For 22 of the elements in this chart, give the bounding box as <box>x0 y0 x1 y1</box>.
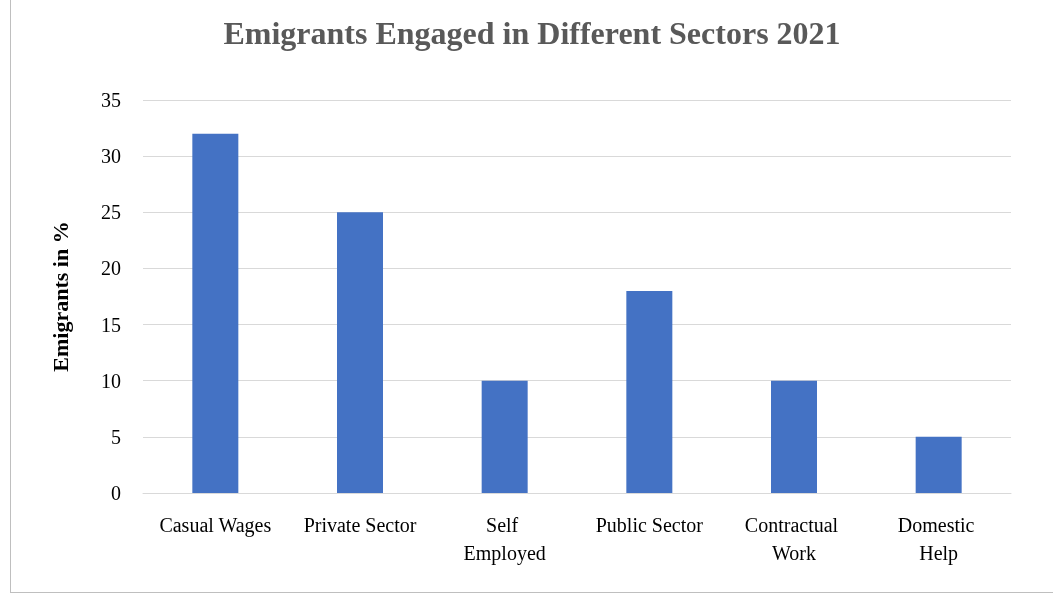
x-tick-label: Casual Wages <box>159 514 272 537</box>
y-tick-label: 20 <box>101 257 121 280</box>
y-axis-title: Emigrants in % <box>47 221 73 372</box>
y-tick-label: 25 <box>101 201 121 224</box>
bar <box>337 212 383 493</box>
y-tick-label: 10 <box>101 369 121 392</box>
bar <box>626 290 673 493</box>
y-tick-label: 30 <box>101 145 121 168</box>
bar <box>192 133 239 493</box>
x-tick-label: Self Employed <box>463 514 546 565</box>
y-tick-label: 5 <box>111 425 121 448</box>
x-tick-label: Private Sector <box>303 514 417 536</box>
chart-title: Emigrants Engaged in Different Sectors 2021 <box>223 15 841 51</box>
x-tick-label: Public Sector <box>595 514 704 536</box>
x-tick-label: Contractual Work <box>744 514 844 564</box>
y-tick-label: 35 <box>101 89 121 111</box>
bar <box>915 436 962 493</box>
bar <box>771 380 817 493</box>
x-tick-label: Domestic Help <box>897 514 980 565</box>
y-tick-label: 15 <box>101 313 121 336</box>
y-tick-label: 0 <box>111 482 121 504</box>
bar <box>481 380 528 493</box>
